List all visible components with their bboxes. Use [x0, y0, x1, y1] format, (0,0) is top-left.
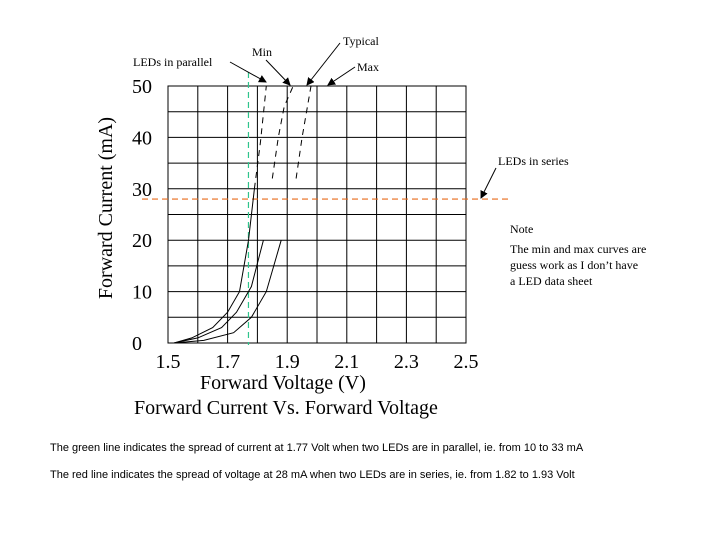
series-curves [173, 85, 312, 344]
series-min-solid [173, 188, 255, 344]
series-max-dashed [295, 85, 312, 179]
y-tick-label: 0 [132, 333, 142, 355]
series-min-dashed [253, 85, 267, 189]
plot-grid [167, 85, 467, 344]
label-max: Max [357, 60, 379, 74]
footnote-green: The green line indicates the spread of c… [50, 442, 584, 454]
arrow-leds-series [480, 167, 497, 199]
y-tick-label: 10 [132, 282, 152, 304]
y-tick-label: 50 [132, 76, 152, 98]
footnote-red: The red line indicates the spread of vol… [50, 469, 575, 481]
arrow-min [265, 59, 291, 86]
y-tick-label: 20 [132, 230, 152, 252]
series-max-solid [173, 240, 282, 344]
arrow-leds-parallel [229, 61, 267, 83]
y-tick-label: 30 [132, 179, 152, 201]
label-min: Min [252, 45, 273, 59]
x-axis-title: Forward Voltage (V) [200, 372, 366, 394]
x-tick-label: 1.7 [215, 351, 240, 373]
label-leds-parallel: LEDs in parallel [133, 55, 213, 69]
arrow-typical [306, 42, 341, 86]
x-tick-label: 1.5 [156, 351, 181, 373]
x-tick-label: 2.1 [334, 351, 359, 373]
note-line-2: guess work as I don’t have [510, 258, 639, 272]
reference-lines [142, 72, 512, 345]
x-tick-label: 1.9 [275, 351, 300, 373]
x-tick-label: 2.5 [454, 351, 479, 373]
arrow-max [327, 66, 356, 86]
y-axis-title: Forward Current (mA) [95, 117, 117, 299]
tick-labels: 1.5 1.7 1.9 2.1 2.3 2.5 0 10 20 30 40 50 [132, 76, 479, 373]
annotation-arrows [229, 42, 497, 199]
label-leds-series: LEDs in series [498, 154, 569, 168]
label-typical: Typical [343, 34, 379, 48]
chart-title: Forward Current Vs. Forward Voltage [134, 397, 438, 419]
note-line-3: a LED data sheet [510, 274, 593, 288]
note-line-1: The min and max curves are [510, 242, 647, 256]
x-tick-label: 2.3 [394, 351, 419, 373]
y-tick-label: 40 [132, 127, 152, 149]
series-typical-solid [173, 240, 264, 344]
note-box: Note The min and max curves are guess wo… [510, 221, 646, 289]
note-title: Note [510, 222, 534, 236]
series-typical-dashed [271, 85, 294, 179]
